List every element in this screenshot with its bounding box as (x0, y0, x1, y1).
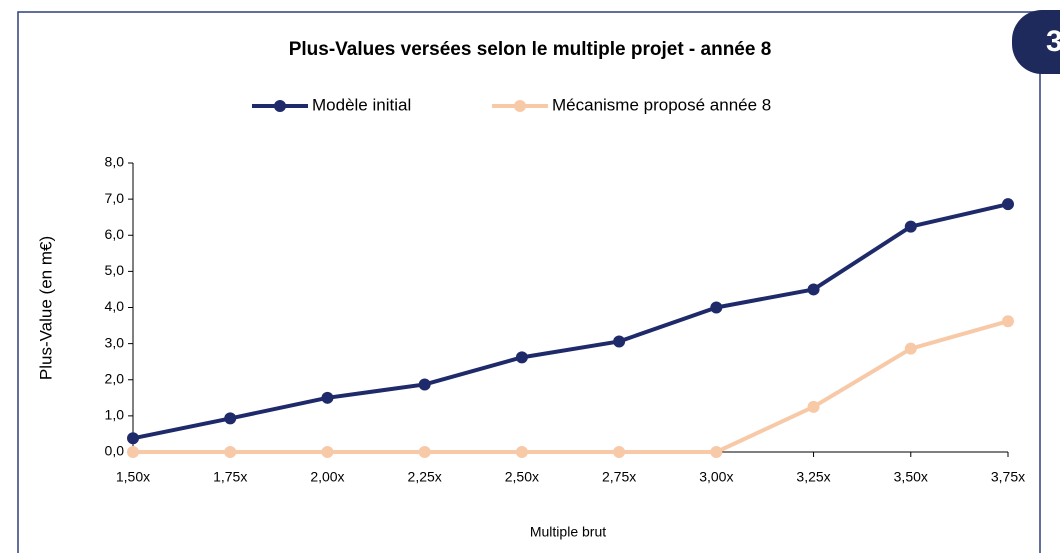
point-marker (515, 351, 528, 364)
y-tick-label: 3,0 (105, 334, 125, 350)
x-tick-label: 1,75x (213, 469, 247, 485)
point-marker (127, 432, 139, 445)
x-tick-label: 2,00x (310, 469, 344, 485)
y-tick-label: 1,0 (105, 407, 125, 423)
x-tick-label: 3,50x (894, 469, 928, 485)
x-tick-label: 2,25x (408, 469, 442, 485)
legend-marker (274, 100, 286, 112)
badge-number: 3 (1046, 25, 1060, 58)
y-axis-label: Plus-Value (en m€) (36, 236, 55, 380)
frame (17, 11, 1041, 553)
point-marker (613, 446, 626, 458)
y-tick-label: 8,0 (105, 154, 125, 170)
point-marker (904, 342, 917, 355)
point-marker (710, 446, 723, 458)
x-tick-label: 3,25x (796, 469, 830, 485)
y-tick-label: 4,0 (105, 298, 125, 314)
point-marker (1002, 198, 1014, 211)
y-tick-label: 7,0 (105, 190, 125, 206)
series-line (132, 202, 1009, 441)
point-marker (321, 446, 334, 458)
x-tick-label: 1,50x (116, 469, 150, 485)
y-tick-label: 0,0 (105, 443, 125, 459)
legend-marker (514, 100, 526, 112)
point-marker (321, 391, 334, 404)
point-marker (515, 446, 528, 458)
point-marker (807, 400, 820, 413)
point-marker (418, 378, 431, 391)
point-marker (224, 412, 237, 425)
chart-title: Plus-Values versées selon le multiple pr… (289, 39, 772, 60)
point-marker (807, 283, 820, 296)
legend-label: Modèle initial (312, 95, 411, 114)
x-tick-label: 3,75x (991, 469, 1025, 485)
x-tick-label: 2,50x (505, 469, 539, 485)
legend-label: Mécanisme proposé année 8 (552, 95, 771, 114)
x-tick-label: 3,00x (699, 469, 733, 485)
x-axis-label: Multiple brut (530, 524, 606, 540)
series-line (133, 319, 1009, 454)
x-tick-label: 2,75x (602, 469, 636, 485)
point-marker (127, 446, 139, 458)
point-marker (904, 220, 917, 233)
y-tick-label: 5,0 (105, 262, 125, 278)
badge (1012, 10, 1060, 74)
point-marker (1002, 315, 1014, 328)
y-tick-label: 6,0 (105, 226, 125, 242)
point-marker (418, 446, 431, 458)
point-marker (710, 301, 723, 314)
y-tick-label: 2,0 (105, 370, 125, 386)
point-marker (613, 335, 626, 348)
point-marker (224, 446, 237, 458)
